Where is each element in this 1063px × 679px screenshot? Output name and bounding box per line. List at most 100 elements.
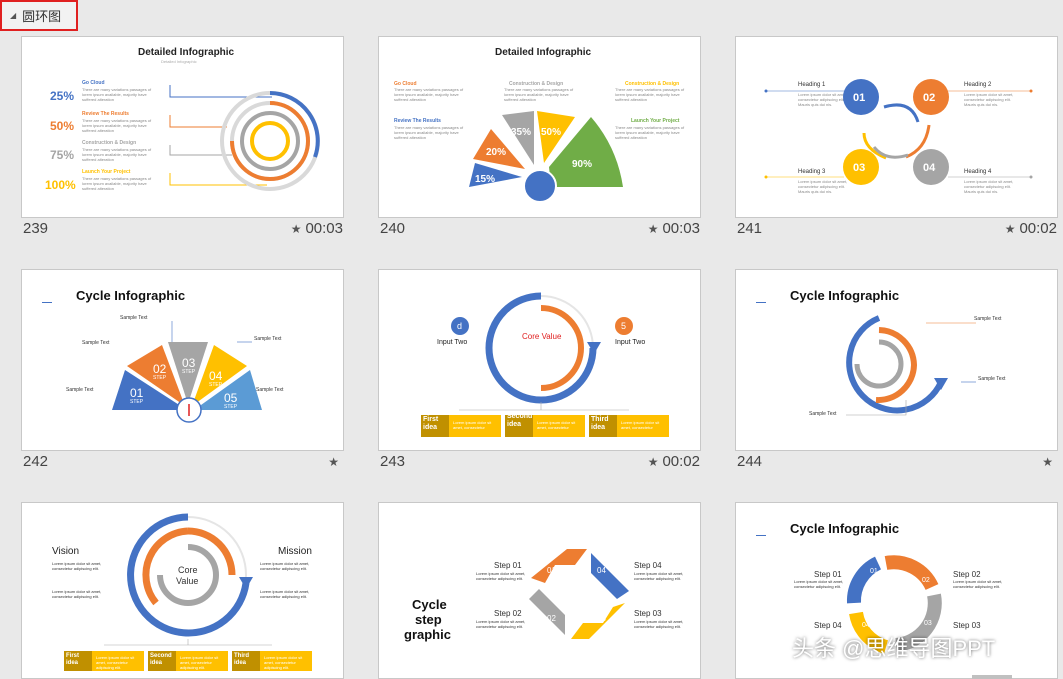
step-body: Lorem ipsum dolor sit amet, consectetur … <box>634 619 684 629</box>
slide-time: 00:02 <box>662 453 700 470</box>
slide-subtitle: Detailed Infographic <box>161 59 197 64</box>
section-title: 圆环图 <box>22 9 62 24</box>
slide-title: Cycle Infographic <box>76 288 186 303</box>
idea-label: Second idea <box>150 653 172 666</box>
idea-label: Third idea <box>591 416 609 431</box>
item-body: There are many variations passages of lo… <box>82 147 152 162</box>
slide-thumbnail-241[interactable]: Heading 1 Heading 2 Heading 3 Heading 4 … <box>735 36 1058 218</box>
idea-label: Third idea <box>234 653 249 666</box>
step-number: 01 <box>130 386 144 400</box>
heading-label: Heading 3 <box>798 169 826 175</box>
heading-label: Heading 4 <box>964 169 992 175</box>
mission-body: Lorem ipsum dolor sit amet, consectetur … <box>260 561 310 571</box>
idea-body: Lorem ipsum dolor sit amet, consectetur … <box>180 655 219 670</box>
item-label: Review The Results <box>82 111 129 117</box>
item-body: There are many variations passages of lo… <box>615 125 685 140</box>
step-number: 03 <box>597 614 606 623</box>
idea-body: Lorem ipsum dolor sit amet, consectetur <box>537 420 576 430</box>
step-word: STEP <box>182 369 196 375</box>
item-body: There are many variations passages of lo… <box>394 125 464 140</box>
item-body: There are many variations passages of lo… <box>394 87 464 102</box>
slide-thumbnail-240[interactable]: Detailed Infographic Go Cloud There are … <box>378 36 701 218</box>
input-badge: 5 <box>621 321 626 331</box>
item-label: Go Cloud <box>394 81 417 87</box>
slide-time: 00:03 <box>305 220 343 237</box>
slide-thumbnail-247[interactable]: Cycle Infographic Step 01 Step 02 Step 0… <box>735 502 1058 679</box>
item-body: There are many variations passages of lo… <box>82 176 152 191</box>
core-value-label: Core Value <box>522 332 562 341</box>
sample-text: Sample Text <box>120 315 148 321</box>
step-body: Lorem ipsum dolor sit amet, consectetur … <box>634 571 684 581</box>
slide-thumbnail-245[interactable]: Core Value Vision Mission Lorem ipsum do… <box>21 502 344 679</box>
slide-timing: ★ <box>280 453 343 470</box>
slide-time: 00:02 <box>1019 220 1057 237</box>
section-header[interactable]: ◢ 圆环图 <box>0 0 78 31</box>
step-number: 02 <box>547 614 556 623</box>
core-label: Value <box>176 576 199 586</box>
slide-number: 242 <box>23 453 49 470</box>
item-label: Launch Your Project <box>631 118 680 124</box>
step-word: STEP <box>224 404 238 410</box>
sample-text: Sample Text <box>82 340 110 346</box>
step-label: Step 03 <box>953 621 981 630</box>
watermark: 头条 @思维导图PPT <box>792 636 996 661</box>
step-number: 04 <box>597 566 606 575</box>
value-label: 50% <box>541 127 561 138</box>
item-label: Review The Results <box>394 118 441 124</box>
slide-title: Cycle Infographic <box>790 288 900 303</box>
heading-body: Lorem ipsum dolor sit amet, consectetur … <box>798 92 848 107</box>
slide-number: 243 <box>380 453 406 470</box>
slide-number: 241 <box>737 220 763 237</box>
item-body: There are many variations passages of lo… <box>82 118 152 133</box>
slide-thumbnail-242[interactable]: Cycle Infographic Sample Text Sample Tex… <box>21 269 344 451</box>
slide-thumbnail-239[interactable]: Detailed Infographic Detailed Infographi… <box>21 36 344 218</box>
step-label: Step 02 <box>494 609 522 618</box>
slide-thumbnail-243[interactable]: d 5 Core Value Input Two Input Two First… <box>378 269 701 451</box>
idea-body: Lorem ipsum dolor sit amet, consectetur … <box>264 655 303 670</box>
idea-label: First idea <box>423 416 439 431</box>
horizontal-scrollbar-thumb[interactable] <box>972 675 1012 679</box>
step-number: 04 <box>862 622 870 629</box>
step-body: Lorem ipsum dolor sit amet, consectetur … <box>794 579 844 589</box>
item-label: Construction & Design <box>82 140 137 146</box>
vision-mission-cycle-graphic <box>64 513 312 671</box>
sample-text: Sample Text <box>978 376 1006 382</box>
star-icon: ★ <box>1004 222 1016 236</box>
pct-label: 75% <box>50 148 75 162</box>
sample-text: Sample Text <box>256 387 284 393</box>
accent-dash <box>42 302 52 303</box>
slide-timing: ★ 00:02 <box>994 220 1057 237</box>
step-label: Step 02 <box>953 570 981 579</box>
concentric-rings-graphic <box>169 85 320 191</box>
collapse-triangle-icon[interactable]: ◢ <box>10 11 17 20</box>
heading-body: Lorem ipsum dolor sit amet, consectetur … <box>964 92 1014 107</box>
value-label: 20% <box>486 147 506 158</box>
step-body: Lorem ipsum dolor sit amet, consectetur … <box>476 571 526 581</box>
slide-thumbnail-246[interactable]: Cycle step graphic Step 01 Step 02 Step … <box>378 502 701 679</box>
slide-time: 00:03 <box>662 220 700 237</box>
step-number: 04 <box>209 369 223 383</box>
slide-number: 244 <box>737 453 763 470</box>
step-label: Step 01 <box>494 561 522 570</box>
title-line: step <box>415 612 442 627</box>
heading-label: Heading 2 <box>964 82 992 88</box>
star-icon: ★ <box>1042 455 1053 469</box>
four-arrow-cycle-graphic: 01 04 03 02 <box>529 549 629 639</box>
step-number: 01 <box>547 566 556 575</box>
step-number: 05 <box>224 391 238 405</box>
step-number: 01 <box>870 568 878 575</box>
heading-body: Lorem ipsum dolor sit amet, consectetur … <box>964 179 1014 194</box>
slide-number: 240 <box>380 220 406 237</box>
slide-timing: ★ 00:03 <box>637 220 700 237</box>
step-number: 04 <box>923 162 936 174</box>
star-icon: ★ <box>647 455 659 469</box>
slide-timing: ★ 00:03 <box>280 220 343 237</box>
slide-title: Cycle Infographic <box>790 521 900 536</box>
sample-text: Sample Text <box>974 316 1002 322</box>
mission-body: Lorem ipsum dolor sit amet, consectetur … <box>260 589 310 599</box>
sample-text: Sample Text <box>809 411 837 417</box>
item-body: There are many variations passages of lo… <box>504 87 574 102</box>
step-word: STEP <box>130 399 144 405</box>
pct-label: 100% <box>45 178 76 192</box>
slide-thumbnail-244[interactable]: Cycle Infographic Sample Text Sample Tex… <box>735 269 1058 451</box>
